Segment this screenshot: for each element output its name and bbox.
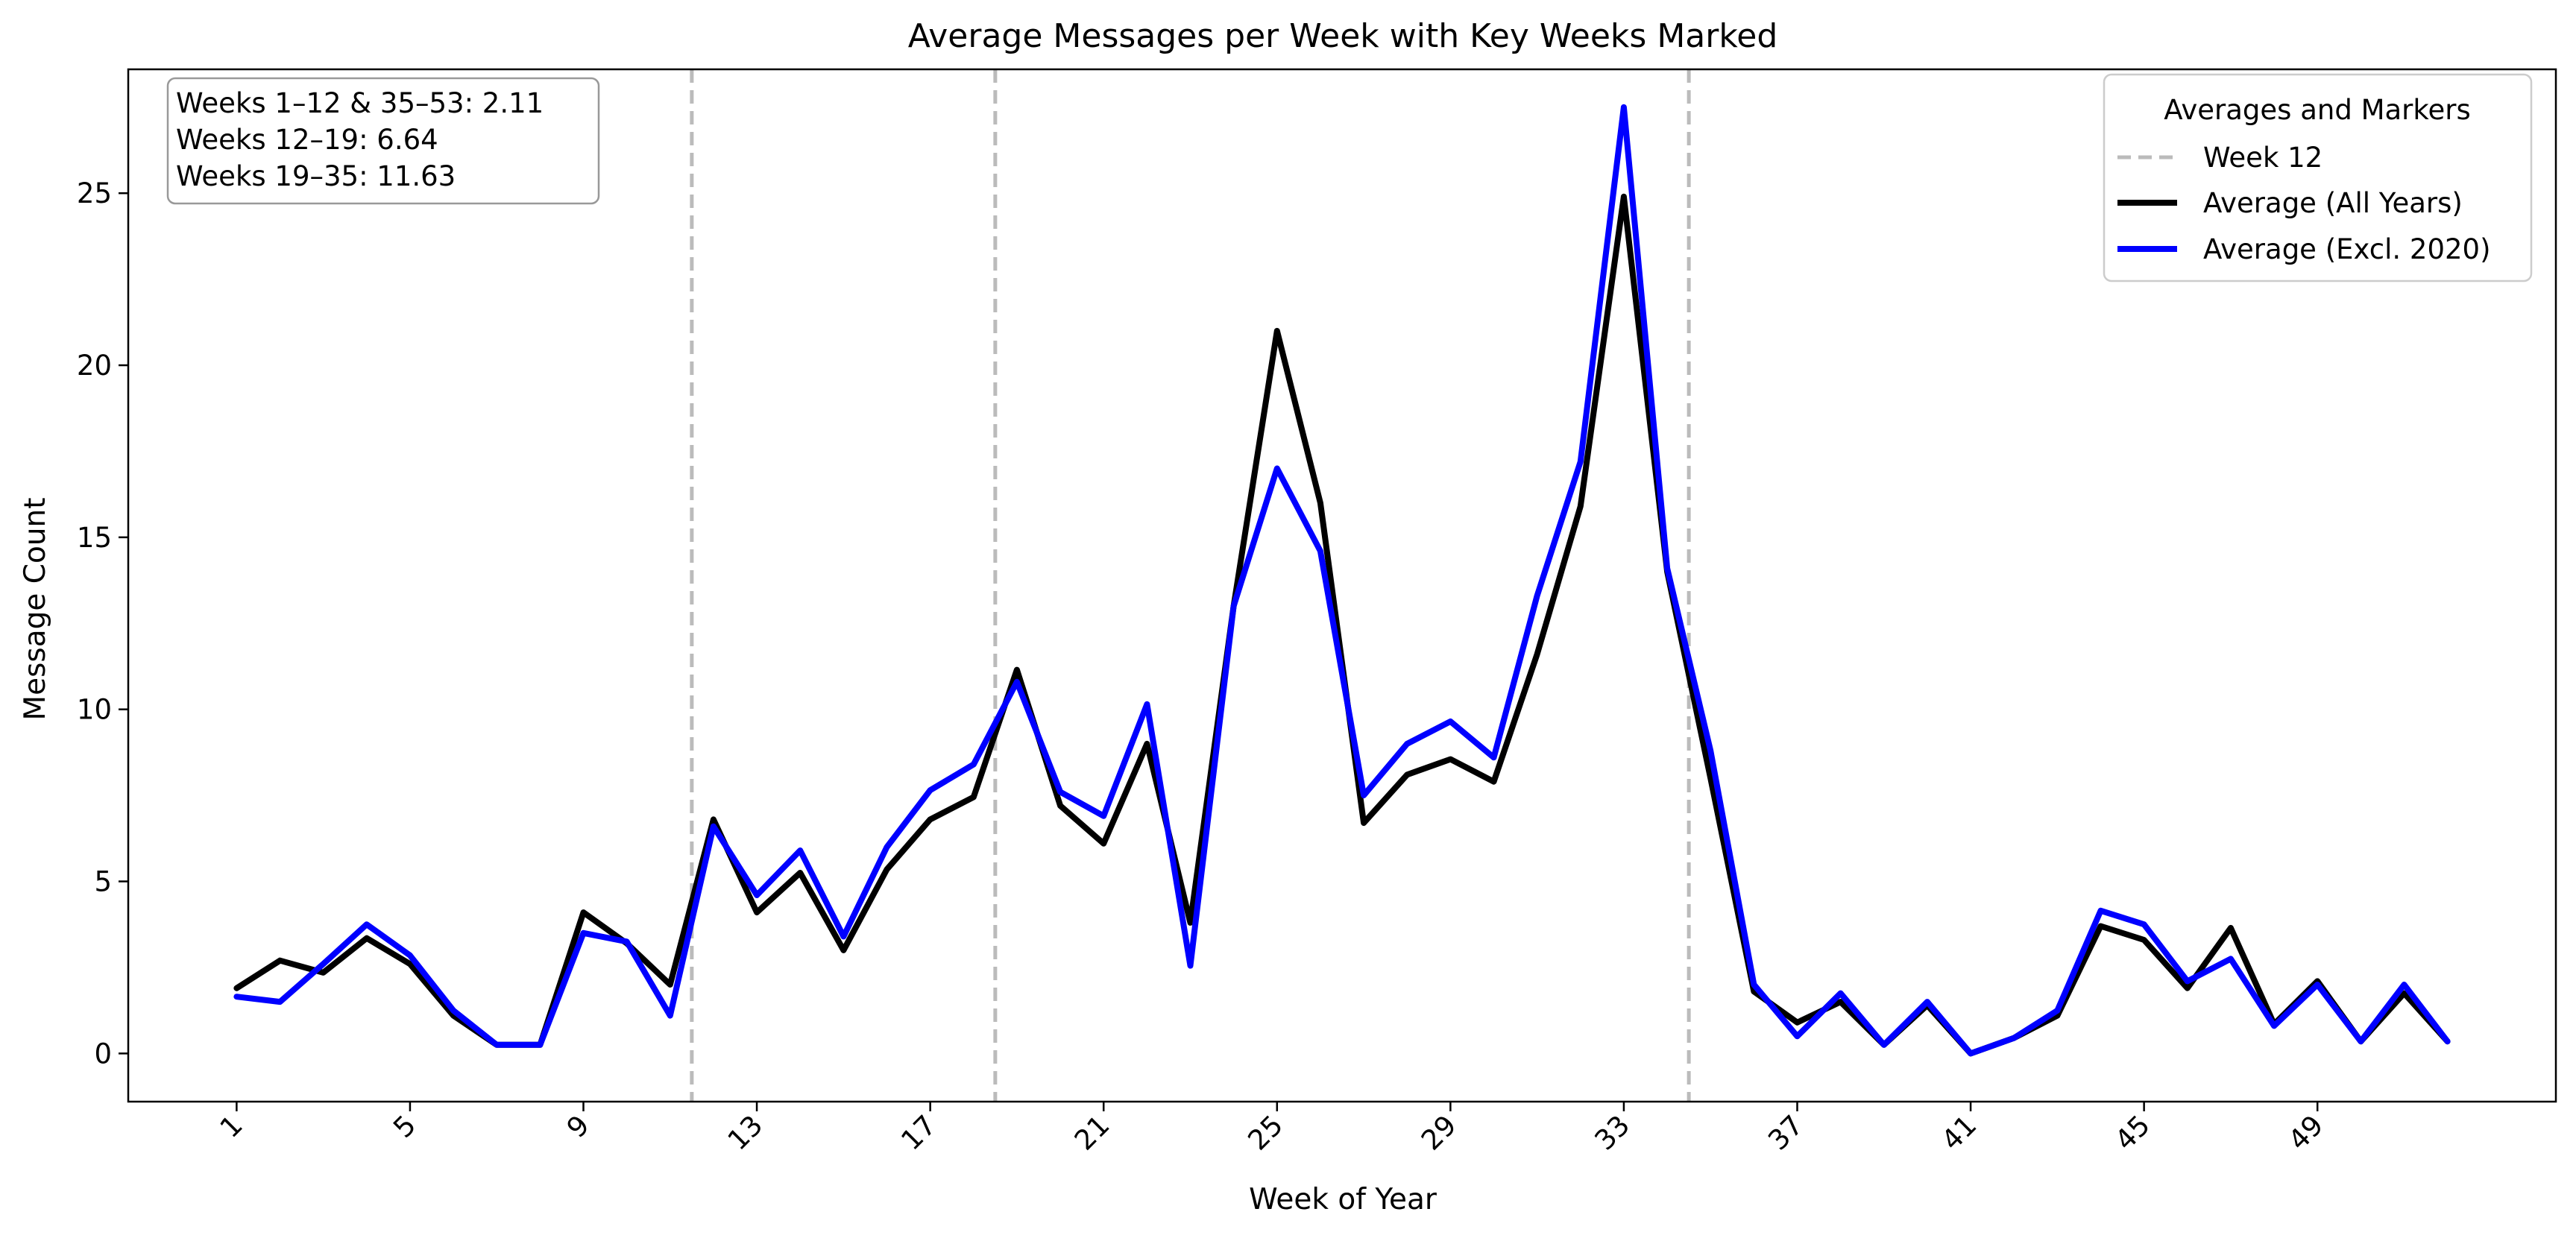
- chart-title: Average Messages per Week with Key Weeks…: [908, 17, 1778, 55]
- stats-line: Weeks 1–12 & 35–53: 2.11: [176, 87, 544, 119]
- x-axis-ticks: 1 5 9 13 17 21 25 29 33 37 41 45 49: [214, 1102, 2330, 1157]
- legend: Averages and Markers Week 12 Average (Al…: [2103, 73, 2533, 282]
- x-tick-label: 49: [2282, 1109, 2330, 1157]
- x-tick-label: 1: [214, 1109, 249, 1144]
- y-tick-label: 15: [77, 522, 112, 554]
- x-tick-label: 33: [1589, 1109, 1637, 1157]
- series-line-1: [233, 104, 2451, 1057]
- x-tick-label: 25: [1241, 1109, 1289, 1157]
- legend-item-series-1: Average (Excl. 2020): [2117, 233, 2491, 265]
- stats-annotation-box: Weeks 1–12 & 35–53: 2.11 Weeks 12–19: 6.…: [166, 77, 600, 205]
- y-tick-label: 20: [77, 350, 112, 382]
- x-tick-label: 45: [2109, 1109, 2156, 1157]
- y-tick-label: 10: [77, 694, 112, 726]
- y-tick-label: 25: [77, 177, 112, 209]
- x-tick-label: 21: [1068, 1109, 1116, 1157]
- x-axis-label: Week of Year: [1249, 1183, 1437, 1216]
- y-axis-label: Message Count: [19, 497, 52, 720]
- legend-item-marker: Week 12: [2117, 142, 2323, 174]
- plot-frame: [127, 68, 2557, 1103]
- legend-label: Week 12: [2203, 142, 2323, 174]
- x-tick-label: 13: [722, 1109, 769, 1157]
- legend-label: Average (Excl. 2020): [2203, 233, 2491, 265]
- x-tick-label: 29: [1415, 1109, 1463, 1157]
- y-axis-ticks: 0 5 10 15 20 25: [77, 177, 128, 1070]
- stats-line: Weeks 12–19: 6.64: [176, 124, 438, 156]
- x-tick-label: 41: [1936, 1109, 1983, 1157]
- legend-title: Averages and Markers: [2164, 94, 2471, 126]
- y-tick-label: 5: [94, 866, 112, 898]
- series-line-0: [233, 193, 2451, 1057]
- y-tick-label: 0: [94, 1038, 112, 1070]
- legend-item-series-0: Average (All Years): [2117, 187, 2463, 219]
- series-lines: [233, 104, 2451, 1057]
- x-tick-label: 17: [895, 1109, 942, 1157]
- legend-label: Average (All Years): [2203, 187, 2463, 219]
- x-tick-label: 37: [1762, 1109, 1810, 1157]
- x-tick-label: 5: [387, 1109, 422, 1144]
- x-tick-label: 9: [561, 1109, 596, 1144]
- stats-line: Weeks 19–35: 11.63: [176, 160, 456, 192]
